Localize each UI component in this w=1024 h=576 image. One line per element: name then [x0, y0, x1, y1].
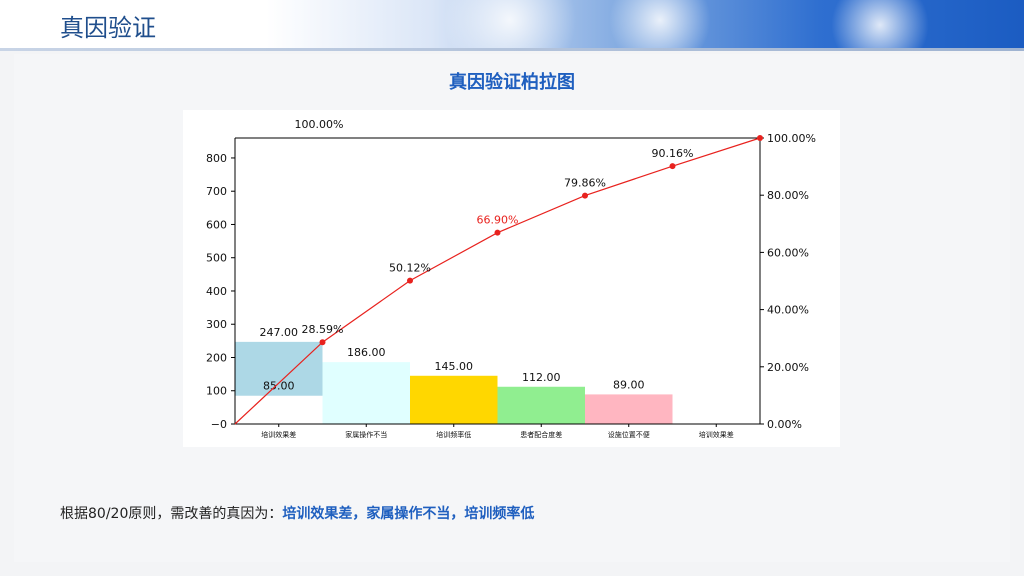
cumulative-point [582, 192, 588, 199]
y-tick-label: 600 [206, 218, 227, 231]
cumulative-point [494, 229, 501, 236]
bar-base-label: 85.00 [263, 380, 295, 393]
y-tick-label: 200 [206, 351, 227, 364]
x-tick-label: 培训频率低 [436, 430, 471, 439]
bar-value-label: 145.00 [435, 360, 474, 373]
bar-value-label: 186.00 [347, 346, 386, 359]
y2-tick-label: 60.00% [767, 246, 809, 259]
y2-tick-label: 40.00% [767, 304, 809, 317]
y2-tick-label: 80.00% [767, 189, 809, 202]
x-tick-label: 培训效果差 [699, 430, 734, 439]
y2-tick-label: 100.00% [767, 132, 816, 145]
y-tick-label: 700 [206, 185, 227, 198]
cumulative-label: 90.16% [652, 147, 694, 160]
cumulative-point [669, 163, 676, 170]
chart-svg: 247.00 85.00 186.00 145.00 112.00 89.00 −0 100 2… [206, 118, 816, 439]
y-tick-label: 100 [206, 385, 227, 398]
cumulative-label: 66.90% [477, 214, 519, 227]
bar [497, 386, 585, 424]
cumulative-point [319, 339, 326, 346]
cumulative-point [407, 277, 413, 284]
header-banner [0, 0, 1024, 48]
header-divider [0, 48, 1024, 51]
y-tick-label: 800 [206, 152, 227, 165]
y-tick-label: 300 [206, 318, 227, 331]
x-tick-label: 培训效果差 [261, 430, 296, 439]
y2-tick-label: 20.00% [767, 361, 809, 374]
pareto-chart: 247.00 85.00 186.00 145.00 112.00 89.00 −0 100 2… [183, 110, 840, 447]
cumulative-total-label: 100.00% [295, 118, 344, 131]
conclusion-highlight: 培训效果差，家属操作不当，培训频率低 [282, 506, 535, 522]
y-tick-label: 400 [206, 285, 227, 298]
x-tick-label: 家属操作不当 [345, 430, 387, 439]
y-tick-label: −0 [211, 418, 227, 431]
conclusion-text: 根据80/20原则，需改善的真因为：培训效果差，家属操作不当，培训频率低 [60, 503, 534, 523]
cumulative-label: 28.59% [302, 323, 344, 336]
x-tick-label: 患者配合度差 [520, 430, 562, 439]
y2-tick-label: 0.00% [767, 418, 802, 431]
page-title: 真因验证 [60, 14, 156, 42]
chart-title: 真因验证柏拉图 [449, 72, 575, 93]
bar [585, 394, 673, 424]
bar [235, 341, 323, 396]
bar [322, 362, 410, 424]
bar-value-label: 89.00 [613, 378, 645, 391]
bar [410, 375, 498, 424]
x-tick-label: 设施位置不便 [608, 430, 650, 439]
bar-value-label: 112.00 [522, 371, 561, 384]
y-tick-label: 500 [206, 252, 227, 265]
cumulative-label: 50.12% [389, 262, 431, 275]
bar-value-label: 247.00 [260, 326, 299, 339]
conclusion-prefix: 根据80/20原则，需改善的真因为： [60, 506, 283, 522]
cumulative-label: 79.86% [564, 177, 606, 190]
cumulative-point [757, 135, 763, 141]
